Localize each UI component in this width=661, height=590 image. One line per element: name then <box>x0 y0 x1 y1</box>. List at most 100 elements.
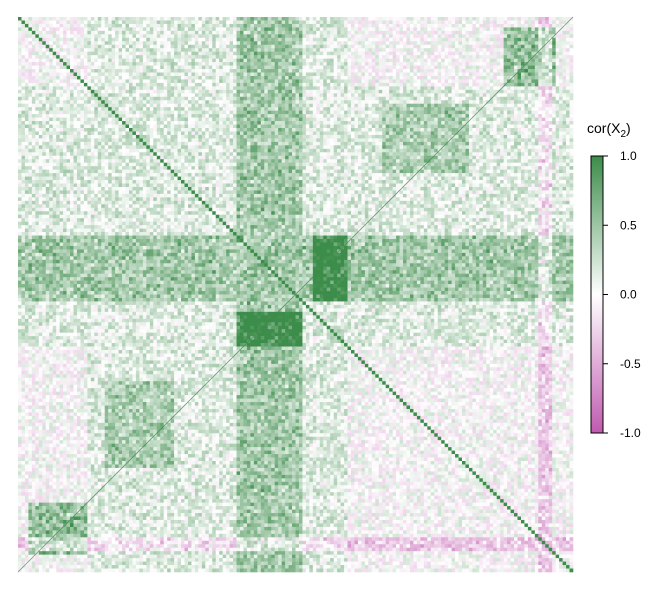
heatmap-cell <box>504 76 508 80</box>
heatmap-cell <box>46 34 50 38</box>
heatmap-cell <box>94 125 98 129</box>
heatmap-cell <box>174 107 178 111</box>
heatmap-cell <box>132 20 136 24</box>
heatmap-cell <box>126 114 130 118</box>
heatmap-cell <box>323 79 327 83</box>
heatmap-cell <box>80 20 84 24</box>
heatmap-cell <box>354 104 358 108</box>
heatmap-cell <box>28 48 32 52</box>
heatmap-cell <box>344 104 348 108</box>
heatmap-cell <box>361 93 365 97</box>
heatmap-cell <box>542 86 546 90</box>
heatmap-cell <box>278 34 282 38</box>
heatmap-cell <box>424 41 428 45</box>
heatmap-cell <box>39 27 43 31</box>
heatmap-cell <box>479 55 483 59</box>
heatmap-cell <box>348 107 352 111</box>
heatmap-cell <box>205 34 209 38</box>
heatmap-cell <box>563 93 567 97</box>
heatmap-cell <box>67 104 71 108</box>
heatmap-cell <box>216 62 220 66</box>
heatmap-cell <box>302 76 306 80</box>
heatmap-cell <box>531 20 535 24</box>
heatmap-cell <box>472 90 476 94</box>
heatmap-cell <box>327 100 331 104</box>
heatmap-cell <box>178 20 182 24</box>
heatmap-cell <box>240 79 244 83</box>
heatmap-cell <box>427 45 431 49</box>
heatmap-cell <box>105 52 109 56</box>
heatmap-cell <box>209 114 213 118</box>
heatmap-cell <box>302 90 306 94</box>
heatmap-cell <box>178 93 182 97</box>
heatmap-cell <box>108 38 112 42</box>
heatmap-cell <box>139 79 143 83</box>
heatmap-cell <box>25 104 29 108</box>
heatmap-cell <box>441 17 445 21</box>
heatmap-cell <box>115 118 119 122</box>
heatmap-cell <box>479 79 483 83</box>
heatmap-cell <box>98 48 102 52</box>
heatmap-cell <box>160 114 164 118</box>
heatmap-cell <box>136 38 140 42</box>
heatmap-cell <box>101 20 105 24</box>
heatmap-cell <box>74 73 78 77</box>
heatmap-cell <box>188 73 192 77</box>
heatmap-cell <box>441 69 445 73</box>
heatmap-cell <box>261 62 265 66</box>
heatmap-cell <box>254 111 258 115</box>
heatmap-cell <box>407 93 411 97</box>
heatmap-cell <box>250 41 254 45</box>
heatmap-cell <box>25 20 29 24</box>
heatmap-cell <box>198 107 202 111</box>
heatmap-cell <box>108 79 112 83</box>
heatmap-cell <box>205 66 209 70</box>
heatmap-cell <box>375 118 379 122</box>
heatmap-cell <box>94 114 98 118</box>
heatmap-cell <box>507 118 511 122</box>
heatmap-cell <box>368 114 372 118</box>
heatmap-cell <box>337 31 341 35</box>
heatmap-cell <box>42 66 46 70</box>
heatmap-cell <box>327 48 331 52</box>
heatmap-cell <box>559 93 563 97</box>
heatmap-cell <box>150 55 154 59</box>
heatmap-cell <box>198 31 202 35</box>
heatmap-cell <box>327 66 331 70</box>
heatmap-cell <box>323 41 327 45</box>
heatmap-cell <box>479 69 483 73</box>
heatmap-cell <box>462 111 466 115</box>
heatmap-cell <box>98 79 102 83</box>
heatmap-cell <box>257 38 261 42</box>
heatmap-cell <box>420 97 424 101</box>
heatmap-cell <box>348 48 352 52</box>
heatmap-cell <box>309 118 313 122</box>
heatmap-cell <box>393 86 397 90</box>
heatmap-cell <box>278 121 282 125</box>
heatmap-cell <box>139 69 143 73</box>
heatmap-cell <box>216 100 220 104</box>
heatmap-cell <box>119 27 123 31</box>
heatmap-cell <box>205 27 209 31</box>
heatmap-cell <box>413 100 417 104</box>
heatmap-cell <box>341 73 345 77</box>
heatmap-cell <box>105 17 109 21</box>
heatmap-cell <box>455 93 459 97</box>
heatmap-cell <box>535 107 539 111</box>
heatmap-cell <box>289 90 293 94</box>
heatmap-cell <box>167 111 171 115</box>
heatmap-cell <box>98 20 102 24</box>
heatmap-cell <box>354 45 358 49</box>
heatmap-cell <box>354 31 358 35</box>
heatmap-cell <box>327 83 331 87</box>
heatmap-cell <box>136 90 140 94</box>
heatmap-cell <box>507 17 511 21</box>
heatmap-cell <box>233 41 237 45</box>
heatmap-cell <box>448 66 452 70</box>
heatmap-cell <box>136 125 140 129</box>
heatmap-cell <box>157 24 161 28</box>
heatmap-cell <box>84 31 88 35</box>
heatmap-cell <box>448 27 452 31</box>
heatmap-cell <box>32 31 36 35</box>
heatmap-cell <box>195 17 199 21</box>
